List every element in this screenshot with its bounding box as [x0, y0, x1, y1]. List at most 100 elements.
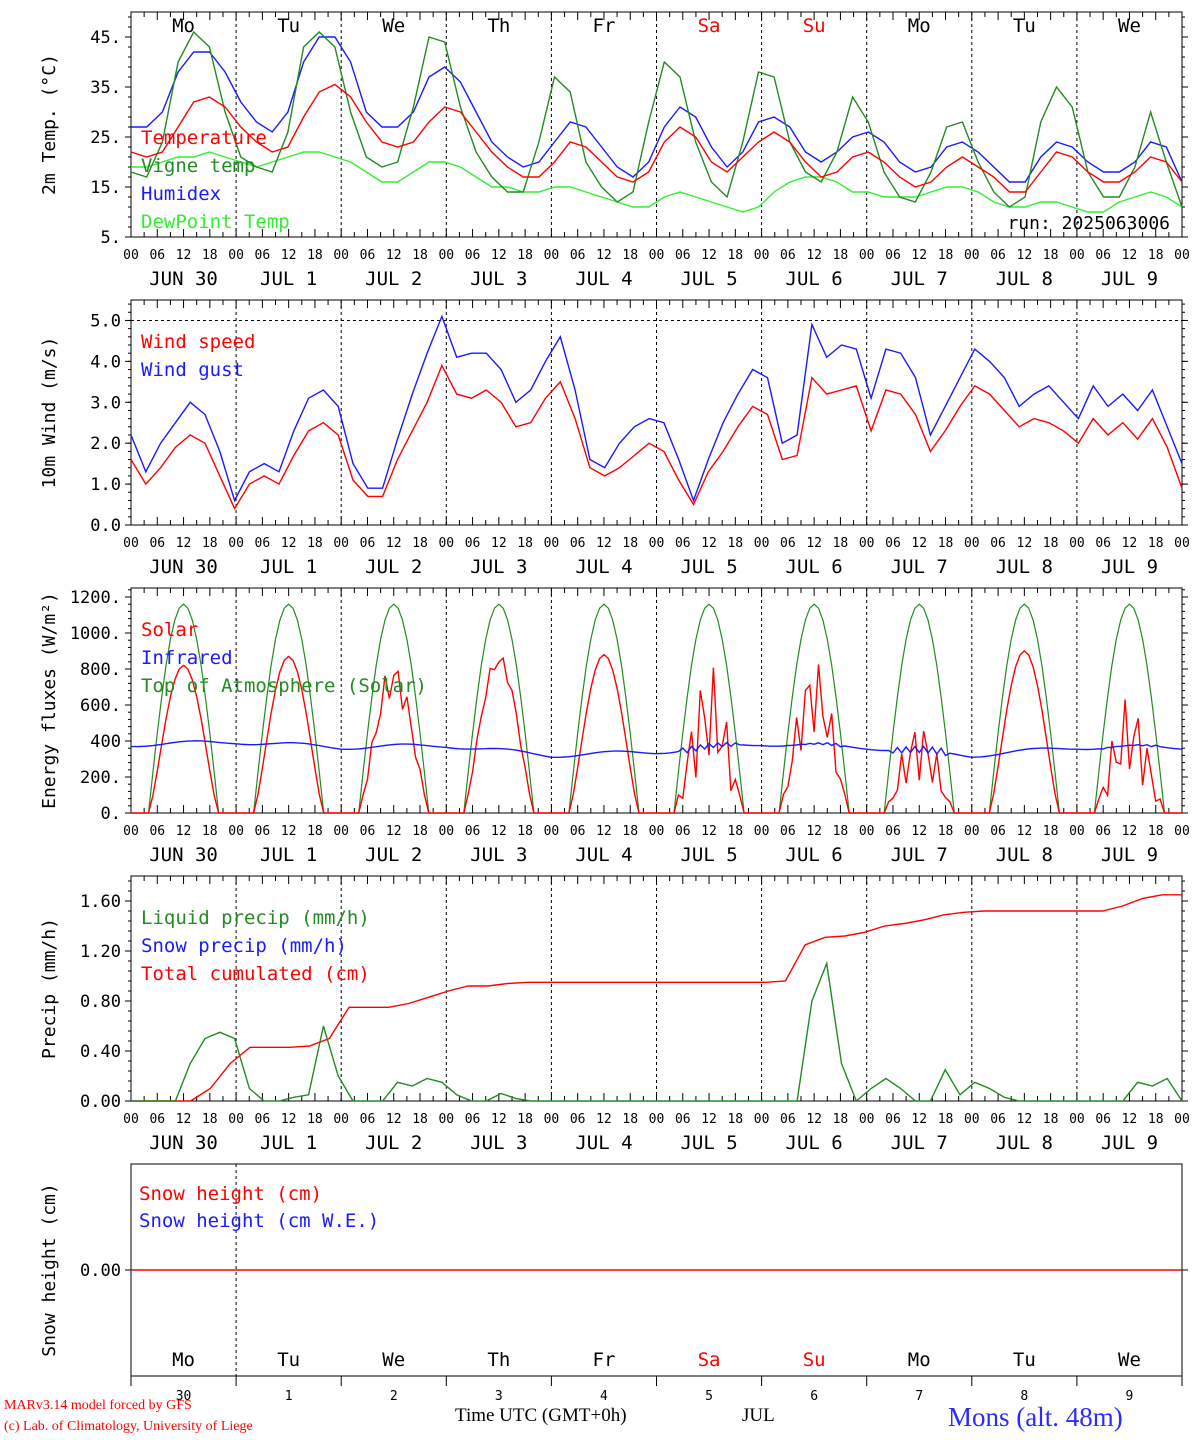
x-hour-label: 00	[333, 536, 349, 551]
x-hour-label: 00	[649, 1112, 665, 1127]
weekday-label: Mo	[908, 15, 931, 37]
legend-entry: Infrared	[141, 647, 233, 669]
x-hour-label: 18	[307, 824, 323, 839]
y-axis-label: 2m Temp. (°C)	[39, 54, 60, 195]
x-hour-label: 12	[1017, 536, 1033, 551]
y-tick-label: 45.	[90, 28, 121, 48]
x-hour-label: 00	[544, 1112, 560, 1127]
legend-entry: Snow precip (mm/h)	[141, 935, 347, 957]
x-day-label: JUL 3	[470, 1132, 527, 1154]
run-annotation: run: 2025063006	[1007, 213, 1170, 234]
x-hour-label: 12	[386, 248, 402, 263]
day-number-label: 7	[915, 1389, 923, 1404]
weekday-label: We	[382, 1349, 405, 1371]
x-hour-label: 18	[202, 1112, 218, 1127]
x-hour-label: 06	[360, 248, 376, 263]
x-hour-label: 06	[675, 824, 691, 839]
x-hour-label: 12	[701, 824, 717, 839]
x-hour-label: 06	[990, 536, 1006, 551]
x-hour-label: 00	[123, 824, 139, 839]
x-hour-label: 12	[1122, 1112, 1138, 1127]
day-number-label: 3	[495, 1389, 503, 1404]
x-day-label: JUL 1	[260, 844, 317, 866]
x-hour-label: 00	[1069, 1112, 1085, 1127]
time-axis-label: Time UTC (GMT+0h)	[455, 1405, 627, 1426]
weekday-label: We	[382, 15, 405, 37]
x-day-label: JUL 3	[470, 268, 527, 290]
y-tick-label: 1.20	[80, 942, 121, 962]
x-hour-label: 00	[859, 248, 875, 263]
x-hour-label: 06	[780, 1112, 796, 1127]
x-hour-label: 00	[754, 248, 770, 263]
x-hour-label: 18	[833, 248, 849, 263]
x-day-label: JUL 3	[470, 844, 527, 866]
y-axis-label: 10m Wind (m/s)	[39, 337, 60, 489]
x-hour-label: 06	[570, 248, 586, 263]
panel-frame	[130, 587, 1183, 814]
x-day-label: JUL 7	[891, 1132, 948, 1154]
station-label: Mons (alt. 48m)	[948, 1402, 1123, 1432]
series-dewpoint-temp	[131, 151, 1183, 213]
y-tick-label: 5.0	[90, 311, 121, 331]
panel-energy: 0. 200. 400 600. 800. 1000. 1200. Energy fluxes…	[39, 587, 1190, 866]
x-hour-label: 18	[727, 824, 743, 839]
x-hour-label: 18	[622, 248, 638, 263]
x-hour-label: 18	[938, 824, 954, 839]
x-hour-label: 18	[1043, 536, 1059, 551]
x-hour-label: 18	[517, 536, 533, 551]
x-hour-label: 06	[780, 824, 796, 839]
x-hour-label: 12	[596, 1112, 612, 1127]
x-hour-label: 06	[675, 536, 691, 551]
x-hour-label: 18	[727, 536, 743, 551]
x-hour-label: 00	[228, 824, 244, 839]
x-hour-label: 12	[491, 1112, 507, 1127]
x-hour-label: 12	[596, 248, 612, 263]
x-hour-label: 12	[1017, 1112, 1033, 1127]
y-tick-label: 15.	[90, 178, 121, 198]
series-solar	[131, 650, 1182, 814]
y-tick-label: 800.	[80, 660, 121, 680]
y-tick-label: 0.00	[80, 1261, 121, 1281]
x-hour-label: 18	[202, 248, 218, 263]
legend-entry: Snow height (cm W.E.)	[139, 1210, 379, 1232]
day-number-label: 9	[1126, 1389, 1134, 1404]
x-hour-label: 12	[176, 824, 192, 839]
x-hour-label: 18	[202, 536, 218, 551]
day-number-label: 4	[600, 1389, 608, 1404]
x-day-label: JUL 8	[996, 1132, 1053, 1154]
weekday-label: Fr	[593, 1349, 616, 1371]
series-liquid-precip-mm-h-	[131, 960, 1183, 1103]
series-temperature	[130, 83, 1183, 193]
x-day-label: JUL 7	[891, 268, 948, 290]
y-tick-label: 1200.	[70, 588, 121, 608]
y-axis-label: Snow height (cm)	[39, 1183, 60, 1356]
y-tick-label: 400	[90, 732, 121, 752]
x-hour-label: 00	[1069, 824, 1085, 839]
x-hour-label: 00	[754, 824, 770, 839]
model-credit: MARv3.14 model forced by GFS	[4, 1398, 192, 1413]
weekday-label: We	[1118, 1349, 1141, 1371]
x-hour-label: 18	[412, 248, 428, 263]
x-hour-label: 06	[360, 1112, 376, 1127]
panel-snow: 0.00 Snow height (cm) Mo Tu We Th Fr Sa Su Mo Tu We…	[39, 1163, 1188, 1404]
x-hour-label: 00	[228, 536, 244, 551]
panel-temp: 5. 15. 25. 35. 45. 2m Temp. (°C) 00 06 12 18 00 06 1…	[39, 11, 1190, 290]
x-hour-label: 12	[911, 248, 927, 263]
x-day-label: JUL 6	[786, 844, 843, 866]
x-day-label: JUL 4	[575, 844, 632, 866]
x-hour-label: 00	[1174, 248, 1190, 263]
legend-entry: DewPoint Temp	[141, 211, 290, 233]
x-hour-label: 00	[333, 824, 349, 839]
y-tick-label: 4.0	[90, 352, 121, 372]
x-day-label: JUN 30	[149, 268, 218, 290]
x-hour-label: 06	[1095, 248, 1111, 263]
x-hour-label: 00	[544, 824, 560, 839]
x-day-label: JUL 2	[365, 1132, 422, 1154]
x-hour-label: 00	[859, 824, 875, 839]
x-day-label: JUL 6	[786, 1132, 843, 1154]
weekday-label: Mo	[908, 1349, 931, 1371]
series-vigne-temp	[130, 30, 1183, 208]
x-hour-label: 18	[307, 1112, 323, 1127]
weekday-label: Th	[487, 1349, 510, 1371]
x-hour-label: 00	[544, 536, 560, 551]
